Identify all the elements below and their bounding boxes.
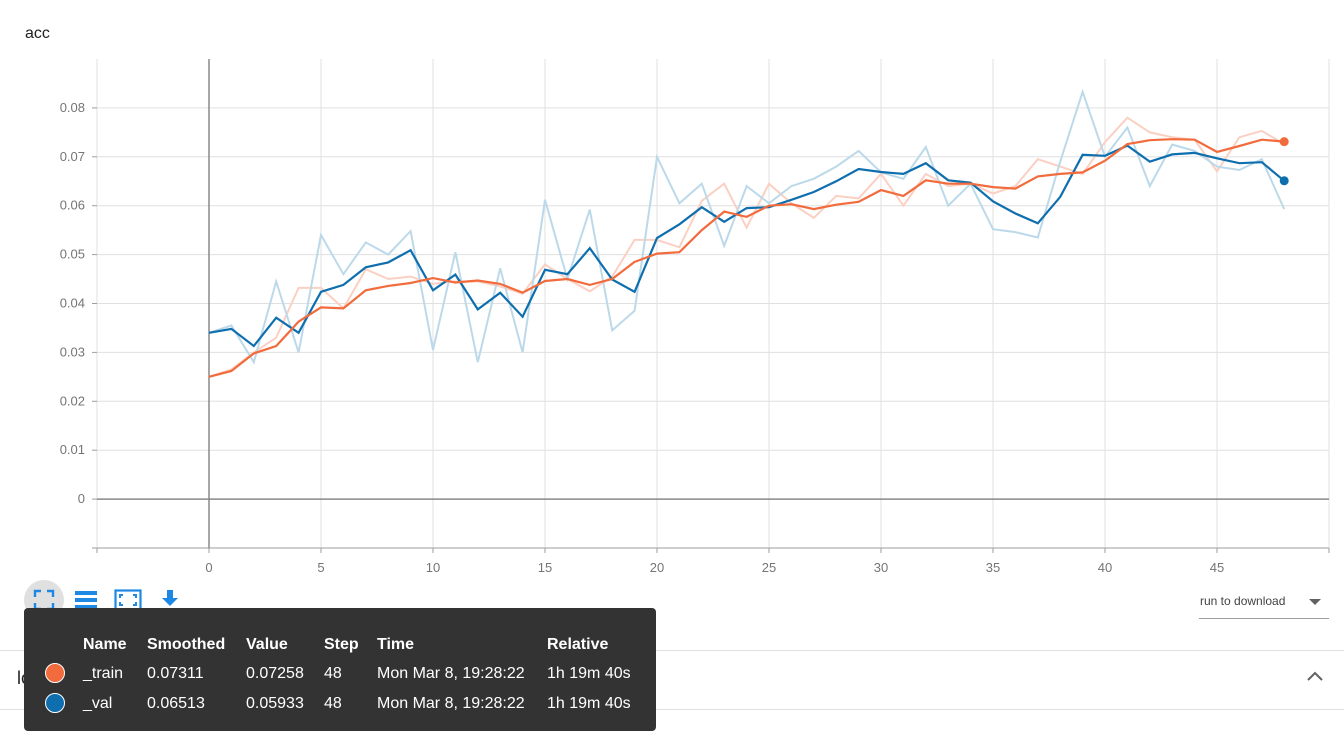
val-hover-point bbox=[1279, 176, 1289, 186]
tooltip-header-value: Value bbox=[246, 636, 288, 653]
list-icon bbox=[75, 591, 97, 609]
tooltip-row-value: 0.07258 bbox=[246, 665, 304, 682]
tooltip-header-time: Time bbox=[377, 636, 415, 653]
tooltip-row-value: 0.05933 bbox=[246, 695, 304, 712]
tooltip-row-name: _train bbox=[83, 665, 124, 682]
y-tick-label: 0.06 bbox=[60, 198, 85, 213]
tooltip-header-step: Step bbox=[324, 636, 359, 653]
x-tick-label: 35 bbox=[986, 560, 1000, 575]
train-color-swatch bbox=[45, 663, 65, 683]
chart-tooltip: Name Smoothed Value Step Time Relative _… bbox=[24, 608, 656, 731]
y-tick-label: 0.04 bbox=[60, 296, 85, 311]
x-tick-label: 40 bbox=[1098, 560, 1112, 575]
chart-series bbox=[208, 88, 1289, 378]
tooltip-row-name: _val bbox=[83, 695, 113, 712]
x-tick-label: 0 bbox=[205, 560, 212, 575]
x-tick-label: 25 bbox=[762, 560, 776, 575]
run-to-download-select[interactable]: run to download bbox=[1199, 590, 1329, 619]
y-tick-label: 0.02 bbox=[60, 393, 85, 408]
tooltip-row-step: 48 bbox=[324, 665, 342, 682]
x-tick-label: 15 bbox=[538, 560, 552, 575]
x-tick-label: 5 bbox=[317, 560, 324, 575]
chevron-up-icon[interactable] bbox=[1305, 669, 1325, 683]
chart-tick-labels: 0 5 10 15 20 25 30 35 40 45 0 0.01 0.02 0.03 0.04 0.05 0… bbox=[60, 100, 1225, 575]
chart-grid bbox=[96, 59, 1330, 548]
tooltip-row-time: Mon Mar 8, 19:28:22 bbox=[377, 665, 525, 682]
tooltip-row-smoothed: 0.06513 bbox=[147, 695, 205, 712]
toggle-log-scale-button[interactable] bbox=[66, 580, 106, 620]
train-raw-line bbox=[208, 116, 1285, 378]
x-tick-label: 10 bbox=[426, 560, 440, 575]
dropdown-arrow-icon bbox=[1309, 599, 1321, 605]
tooltip-row-relative: 1h 19m 40s bbox=[547, 695, 631, 712]
tooltip-row-relative: 1h 19m 40s bbox=[547, 665, 631, 682]
val-smoothed-line bbox=[208, 144, 1285, 348]
section-divider bbox=[0, 650, 1344, 651]
val-color-swatch bbox=[45, 693, 65, 713]
y-tick-label: 0.03 bbox=[60, 344, 85, 359]
tooltip-row-step: 48 bbox=[324, 695, 342, 712]
train-hover-point bbox=[1279, 137, 1289, 147]
tooltip-row-smoothed: 0.07311 bbox=[147, 665, 204, 682]
tooltip-header-name: Name bbox=[83, 636, 127, 653]
acc-line-chart[interactable]: 0 5 10 15 20 25 30 35 40 45 0 0.01 0.02 0.03 0.04 0.05 0… bbox=[0, 0, 1344, 580]
train-smoothed-line bbox=[208, 138, 1285, 378]
tooltip-row-time: Mon Mar 8, 19:28:22 bbox=[377, 695, 525, 712]
x-tick-label: 20 bbox=[650, 560, 664, 575]
tooltip-header-relative: Relative bbox=[547, 636, 609, 653]
chart-axes bbox=[92, 59, 1330, 553]
section-divider bbox=[0, 709, 1344, 710]
x-tick-label: 45 bbox=[1210, 560, 1224, 575]
y-tick-label: 0.01 bbox=[60, 442, 85, 457]
y-tick-label: 0.05 bbox=[60, 247, 85, 262]
run-select-label: run to download bbox=[1200, 594, 1286, 608]
fullscreen-icon bbox=[33, 589, 55, 611]
chart-title: acc bbox=[25, 25, 50, 42]
tooltip-header-smoothed: Smoothed bbox=[147, 636, 226, 653]
y-tick-label: 0.07 bbox=[60, 149, 85, 164]
y-tick-label: 0.08 bbox=[60, 100, 85, 115]
y-tick-label: 0 bbox=[78, 491, 85, 506]
x-tick-label: 30 bbox=[874, 560, 888, 575]
